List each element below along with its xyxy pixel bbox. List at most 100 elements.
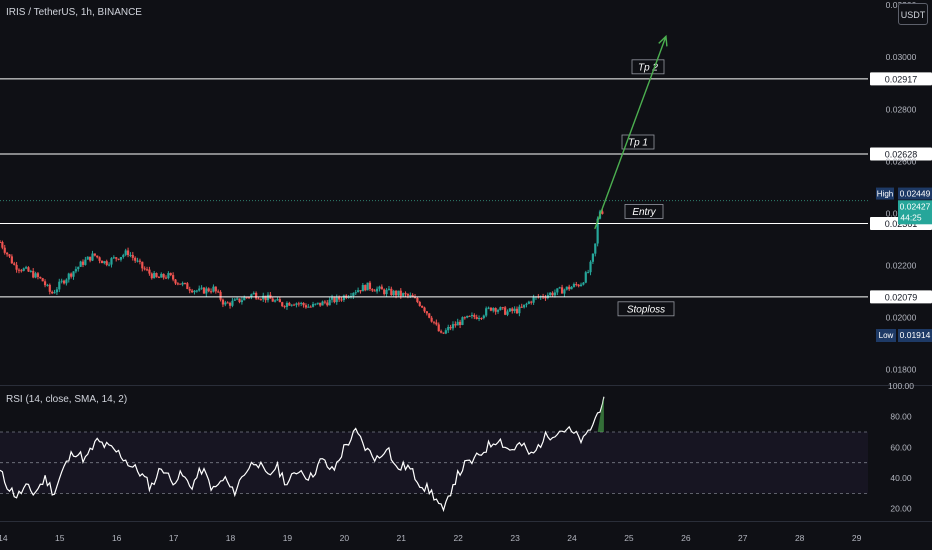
time-axis-tick: 16	[112, 533, 122, 543]
candle	[558, 287, 561, 289]
rsi-overbought-fill	[597, 396, 604, 433]
candle	[138, 260, 142, 262]
candle	[281, 302, 284, 307]
candle	[421, 305, 424, 308]
candle	[444, 330, 447, 334]
candle	[404, 293, 407, 295]
time-axis-tick: 21	[397, 533, 407, 543]
time-axis-tick: 24	[567, 533, 577, 543]
candle	[115, 257, 118, 259]
candle	[321, 301, 324, 306]
candle	[276, 299, 279, 301]
candle	[252, 292, 255, 295]
candle	[354, 292, 357, 294]
low-badge-label: Low	[879, 331, 894, 340]
candle	[323, 301, 327, 303]
candle	[587, 272, 590, 274]
candle	[392, 290, 395, 296]
candle	[594, 243, 597, 254]
candle	[122, 254, 125, 258]
candle	[195, 290, 198, 292]
candle	[46, 284, 49, 286]
price-axis-tick: 0.01800	[886, 364, 917, 374]
candle	[262, 295, 265, 300]
candle	[129, 254, 132, 256]
high-badge-label-box	[876, 187, 894, 200]
candle	[3, 247, 6, 253]
candle	[81, 261, 85, 265]
candle	[93, 253, 96, 256]
candle	[134, 257, 137, 261]
candle	[338, 296, 341, 300]
candle	[589, 261, 592, 273]
candle	[107, 264, 111, 266]
candle	[231, 300, 234, 306]
candle	[437, 324, 440, 332]
candle	[311, 304, 315, 307]
candle	[51, 291, 54, 294]
candle	[297, 303, 300, 305]
candle	[364, 285, 367, 291]
candle	[499, 307, 502, 311]
candle	[238, 298, 241, 303]
candle	[302, 302, 305, 306]
candle	[413, 297, 417, 299]
level-price-label: 0.02079	[885, 292, 918, 302]
candle	[496, 310, 500, 312]
candle	[494, 308, 497, 312]
candle	[103, 261, 106, 264]
candle	[530, 301, 533, 303]
candle	[584, 272, 587, 283]
candle	[112, 257, 115, 259]
candle	[570, 286, 573, 290]
candle	[485, 308, 488, 316]
candle	[347, 296, 350, 298]
candle	[563, 289, 566, 294]
candle	[290, 304, 293, 306]
candle	[221, 299, 225, 305]
candle	[454, 324, 457, 326]
candle	[473, 314, 476, 317]
price-axis-tick: 0.03000	[886, 52, 917, 62]
candle	[53, 292, 56, 294]
candle	[34, 273, 37, 278]
candle	[160, 273, 163, 278]
rsi-axis-tick: 40.00	[890, 473, 912, 483]
candle	[523, 304, 526, 308]
candle	[300, 302, 303, 304]
level-tag-box	[617, 301, 675, 317]
candle	[435, 322, 438, 325]
candle	[430, 317, 433, 322]
level-tag-tp-1: Tp 1	[628, 138, 648, 149]
candle	[475, 316, 478, 320]
candle	[190, 290, 194, 293]
candle	[202, 287, 206, 294]
candle	[162, 273, 165, 278]
candle	[274, 300, 277, 302]
candle	[89, 256, 92, 261]
candle	[58, 281, 61, 290]
candle	[470, 314, 474, 317]
low-badge-box	[898, 329, 932, 342]
candle	[390, 288, 393, 296]
price-axis-tick: 0.02000	[886, 312, 917, 322]
candle	[167, 273, 170, 279]
time-axis-tick: 25	[624, 533, 634, 543]
level-price-label: 0.02917	[885, 74, 918, 84]
candle	[579, 284, 583, 287]
candle	[463, 317, 466, 319]
candle	[124, 250, 127, 255]
candle	[193, 290, 196, 293]
candle	[65, 279, 68, 284]
candle	[330, 297, 334, 300]
candle	[70, 273, 73, 277]
candle	[110, 258, 113, 265]
candle	[186, 283, 189, 290]
candle	[442, 332, 445, 334]
candle	[556, 288, 559, 293]
candle	[513, 308, 516, 312]
candle	[183, 282, 187, 284]
candle	[342, 295, 345, 300]
currency-button[interactable]: USDT	[898, 3, 928, 25]
candle	[568, 286, 571, 290]
